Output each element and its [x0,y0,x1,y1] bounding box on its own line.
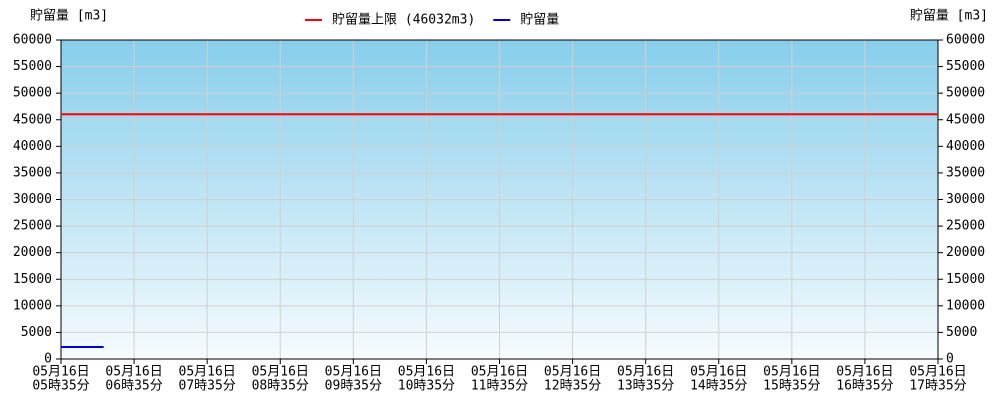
x-tick-label: 05時35分 [32,379,89,394]
y-tick-label: 45000 [13,112,52,127]
y2-tick-label: 35000 [946,165,985,180]
legend-label: 貯留量上限 (46032m3) [332,13,475,28]
x-tick-label: 05月16日 [105,365,162,380]
x-tick-label: 09時35分 [325,379,382,394]
x-tick-label: 05月16日 [179,365,236,380]
y-tick-label: 10000 [13,298,52,313]
y-axis-label: 貯留量 [m3] [30,9,108,24]
y-tick-label: 25000 [13,219,52,234]
x-tick-label: 12時35分 [544,379,601,394]
x-tick-label: 14時35分 [690,379,747,394]
x-tick-label: 05月16日 [325,365,382,380]
y-tick-label: 60000 [13,33,52,48]
x-tick-label: 05月16日 [690,365,747,380]
legend-label: 貯留量 [520,13,559,28]
x-tick-label: 07時35分 [179,379,236,394]
y2-tick-label: 50000 [946,86,985,101]
y-tick-label: 5000 [21,325,52,340]
y2-tick-label: 20000 [946,245,985,260]
y2-tick-label: 0 [946,352,954,367]
x-tick-label: 05月16日 [617,365,674,380]
x-tick-label: 05月16日 [836,365,893,380]
y2-tick-label: 40000 [946,139,985,154]
y2-tick-label: 5000 [946,325,977,340]
x-tick-label: 10時35分 [398,379,455,394]
x-tick-label: 05月16日 [32,365,89,380]
y-tick-label: 0 [44,352,52,367]
x-tick-label: 05月16日 [909,365,966,380]
y-tick-label: 15000 [13,272,52,287]
y-tick-label: 20000 [13,245,52,260]
y-tick-label: 35000 [13,165,52,180]
x-tick-label: 05月16日 [471,365,528,380]
y-tick-label: 30000 [13,192,52,207]
y-tick-label: 40000 [13,139,52,154]
y2-tick-label: 55000 [946,59,985,74]
plot-frame [60,39,939,360]
x-tick-label: 17時35分 [909,379,966,394]
y2-tick-label: 60000 [946,33,985,48]
x-tick-label: 05月16日 [252,365,309,380]
x-tick-label: 11時35分 [471,379,528,394]
x-tick-label: 15時35分 [763,379,820,394]
y-tick-label: 55000 [13,59,52,74]
y2-tick-label: 25000 [946,219,985,234]
y2-axis-label: 貯留量 [m3] [910,9,988,24]
x-tick-label: 05月16日 [398,365,455,380]
x-tick-label: 06時35分 [105,379,162,394]
y2-tick-label: 10000 [946,298,985,313]
x-tick-label: 05月16日 [544,365,601,380]
y2-tick-label: 15000 [946,272,985,287]
x-tick-label: 13時35分 [617,379,674,394]
y2-tick-label: 30000 [946,192,985,207]
x-tick-label: 16時35分 [836,379,893,394]
y-tick-label: 50000 [13,86,52,101]
x-tick-label: 05月16日 [763,365,820,380]
x-tick-label: 08時35分 [252,379,309,394]
y2-tick-label: 45000 [946,112,985,127]
